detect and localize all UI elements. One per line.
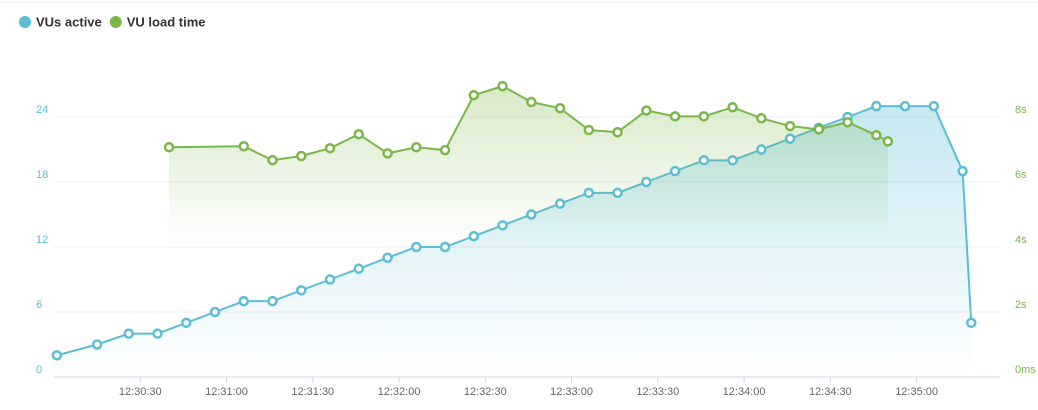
x-tick-label: 12:31:00 (205, 386, 248, 398)
legend-marker (19, 16, 31, 28)
x-tick-label: 12:30:30 (119, 386, 162, 398)
y-tick-label: 12 (36, 234, 48, 246)
x-tick-label: 12:34:00 (723, 386, 766, 398)
point (439, 241, 451, 253)
point (267, 154, 278, 166)
x-tick-label: 12:34:30 (809, 386, 852, 398)
point (296, 150, 307, 162)
point (583, 187, 595, 199)
point (324, 142, 336, 154)
point (899, 100, 911, 112)
point (526, 96, 537, 108)
point (641, 176, 652, 188)
y2-tick-label: 8s (1015, 104, 1027, 116)
legend-label: VU load time (127, 14, 206, 29)
point (756, 144, 767, 155)
y2-tick-label: 4s (1015, 234, 1027, 246)
point (669, 165, 681, 177)
y2-tick-label: 2s (1015, 299, 1027, 311)
point (957, 165, 968, 177)
point (756, 113, 767, 124)
point (842, 116, 853, 128)
point (324, 274, 336, 285)
y-tick-label: 6 (36, 299, 42, 311)
point (727, 102, 738, 113)
point (468, 230, 480, 242)
point (411, 241, 422, 253)
point (296, 285, 307, 296)
x-tick-label: 12:35:00 (895, 386, 938, 398)
point (91, 339, 103, 350)
x-tick-label: 12:32:30 (464, 386, 507, 398)
point (727, 155, 738, 166)
point (353, 128, 365, 140)
point (882, 136, 894, 147)
point (163, 141, 175, 153)
y2-tick-label: 6s (1015, 169, 1027, 181)
x-tick-label: 12:31:30 (291, 386, 334, 398)
point (439, 144, 451, 156)
point (123, 328, 135, 339)
point (612, 187, 623, 199)
point (181, 317, 192, 329)
point (641, 105, 652, 116)
point (583, 124, 595, 136)
point (813, 124, 825, 135)
point (784, 120, 796, 132)
y-tick-label: 24 (36, 104, 48, 116)
area (169, 86, 888, 247)
point (382, 148, 393, 159)
point (411, 141, 422, 153)
y-tick-label: 18 (36, 169, 48, 181)
point (497, 220, 508, 231)
y2-tick-label: 0ms (1015, 364, 1036, 376)
point (698, 155, 710, 166)
point (468, 89, 480, 101)
point (51, 350, 63, 361)
point (612, 127, 623, 138)
x-tick-label: 12:33:30 (636, 386, 679, 398)
point (497, 80, 508, 92)
point (871, 100, 882, 112)
point (928, 100, 940, 112)
point (353, 263, 365, 274)
y-tick-label: 0 (36, 364, 42, 376)
legend-label: VUs active (36, 14, 102, 29)
x-tick-label: 12:33:00 (550, 386, 593, 398)
point (554, 198, 566, 209)
point (238, 295, 250, 307)
point (238, 141, 250, 152)
point (965, 317, 977, 329)
point (382, 252, 393, 264)
point (698, 111, 710, 122)
point (267, 295, 278, 307)
point (784, 133, 796, 144)
point (554, 102, 566, 114)
point (871, 129, 882, 141)
point (526, 209, 537, 220)
point (209, 306, 221, 318)
point (152, 328, 163, 339)
legend-marker (109, 16, 122, 28)
point (669, 111, 681, 122)
x-tick-label: 12:32:00 (378, 386, 421, 398)
